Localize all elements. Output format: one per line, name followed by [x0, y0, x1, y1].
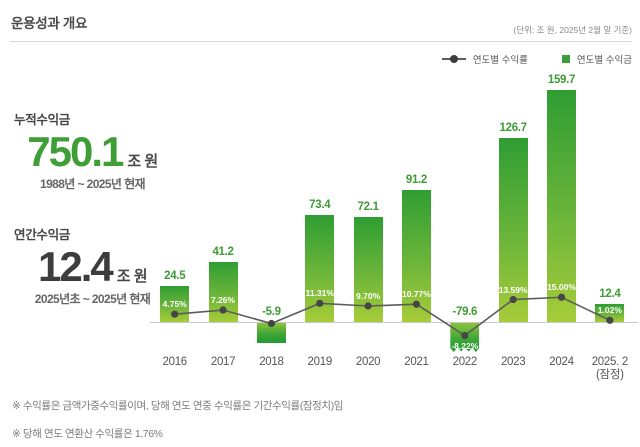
x-axis-label: 2018	[259, 356, 284, 368]
bar-value-label: 73.4	[309, 199, 331, 212]
unit-note: (단위: 조 원, 2025년 2월 말 기준)	[513, 25, 632, 35]
bar-value-label: 126.7	[499, 122, 528, 135]
stat-label: 연간수익금	[14, 228, 71, 242]
rate-point-label: 10.77%	[402, 289, 431, 300]
stat-label: 누적수익금	[14, 113, 71, 127]
bar-value-label: 12.4	[599, 288, 621, 300]
rate-point-marker	[364, 302, 372, 310]
stat-annual-profit: 연간수익금 12.4 조 원 2025년초 ~ 2025년 현재	[10, 224, 175, 307]
rate-point-marker	[509, 295, 517, 304]
line-marker-icon	[441, 55, 466, 63]
chart-plot: 24.5 4.75% 2016 41.2 7.26% 2017 -5.9 2018 73.4 11…	[150, 60, 638, 400]
rate-point-marker	[557, 293, 566, 301]
rate-point-label: 11.31%	[305, 288, 334, 299]
rate-point-marker	[267, 319, 275, 328]
green-square-icon	[561, 55, 570, 63]
rate-point-marker	[219, 306, 227, 314]
x-axis-label: 2019	[307, 356, 333, 368]
rate-point-label: 4.75%	[162, 299, 187, 310]
bar-value-label: 72.1	[357, 201, 379, 214]
rate-point-label: 9.70%	[356, 290, 381, 301]
x-axis-label: 2016	[162, 356, 188, 368]
stat-unit: 조 원	[116, 268, 148, 285]
bar-value-label: 41.2	[212, 246, 234, 259]
x-axis-label: 2022	[452, 356, 478, 368]
bar-2024	[547, 90, 576, 322]
legend-item-amount: 연도별 수익금	[561, 52, 632, 66]
x-axis-label: 2023	[500, 356, 526, 368]
rate-point-label: -8.22%	[451, 340, 479, 351]
bar-value-label: -5.9	[262, 306, 281, 318]
x-axis-zero-line	[150, 322, 638, 323]
stat-value: 750.1	[27, 128, 124, 175]
x-axis-label: 2020	[355, 356, 381, 368]
rate-point-marker	[606, 316, 614, 324]
stat-period: 2025년초 ~ 2025년 현재	[34, 292, 151, 307]
bar-value-label: -79.6	[452, 306, 478, 318]
rate-point-label: 7.26%	[210, 295, 236, 306]
x-axis-label: 2025. 2 (잠정)	[591, 356, 629, 381]
bar-2021	[401, 189, 431, 322]
bar-2023	[498, 138, 528, 322]
stat-period: 1988년 ~ 2025년 현재	[40, 177, 146, 192]
bar-value-label: 24.5	[164, 270, 186, 283]
bar-value-label: 159.7	[547, 74, 576, 87]
stat-value: 12.4	[37, 243, 114, 290]
page-title: 운용성과 개요	[11, 16, 88, 31]
rate-point-marker	[316, 299, 324, 307]
rate-point-marker	[171, 310, 179, 318]
rate-line-series	[171, 293, 614, 340]
rate-point-marker	[412, 300, 421, 308]
bar-value-label: 91.2	[405, 173, 428, 186]
footnote-2: ※ 당해 연도 연환산 수익률은 1.76%	[12, 428, 163, 440]
rate-point-label: 15.00%	[547, 282, 576, 293]
x-axis-label: 2021	[404, 356, 429, 368]
rate-point-label: 1.02%	[597, 305, 622, 316]
rate-point-label: 13.59%	[498, 284, 528, 295]
rate-point-marker	[461, 331, 469, 340]
footnotes: ※ 수익률은 금액가중수익률이며, 당해 연도 연중 수익률은 기간수익률(잠정…	[12, 398, 343, 447]
title-divider	[10, 41, 632, 42]
x-axis-label: 2024	[549, 356, 574, 368]
x-axis-label: 2017	[210, 356, 236, 368]
legend-amount-label: 연도별 수익금	[576, 55, 632, 66]
stat-cumulative-profit: 누적수익금 750.1 조 원 1988년 ~ 2025년 현재	[10, 109, 175, 192]
legend-item-rate: 연도별 수익률	[441, 52, 528, 66]
stat-unit: 조 원	[127, 153, 158, 170]
bar-2018	[256, 323, 286, 344]
footnote-1: ※ 수익률은 금액가중수익률이며, 당해 연도 연중 수익률은 기간수익률(잠정…	[12, 400, 344, 412]
legend-rate-label: 연도별 수익률	[472, 55, 528, 66]
chart-legend: 연도별 수익률 연도별 수익금	[441, 52, 632, 66]
